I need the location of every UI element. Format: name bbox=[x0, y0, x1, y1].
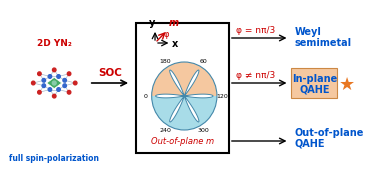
Circle shape bbox=[42, 84, 46, 88]
Text: full spin-polarization: full spin-polarization bbox=[9, 154, 99, 163]
Circle shape bbox=[53, 94, 56, 98]
Circle shape bbox=[63, 84, 67, 88]
Circle shape bbox=[42, 78, 46, 82]
Text: 240: 240 bbox=[159, 128, 171, 133]
Text: 120: 120 bbox=[217, 94, 229, 98]
Text: x: x bbox=[172, 39, 178, 49]
Circle shape bbox=[38, 72, 41, 76]
Text: semimetal: semimetal bbox=[294, 38, 351, 48]
Text: SOC: SOC bbox=[98, 68, 122, 78]
Text: QAHE: QAHE bbox=[299, 85, 330, 95]
Polygon shape bbox=[156, 94, 184, 98]
Text: φ ≠ nπ/3: φ ≠ nπ/3 bbox=[236, 71, 276, 80]
Polygon shape bbox=[184, 96, 199, 122]
Text: 60: 60 bbox=[200, 59, 208, 64]
Text: QAHE: QAHE bbox=[294, 139, 325, 149]
Circle shape bbox=[63, 78, 67, 82]
Text: Out-of-plane: Out-of-plane bbox=[294, 128, 364, 138]
Circle shape bbox=[38, 90, 41, 94]
Bar bbox=[291, 68, 338, 98]
Circle shape bbox=[73, 81, 77, 85]
Circle shape bbox=[53, 81, 56, 85]
Circle shape bbox=[53, 68, 56, 72]
Circle shape bbox=[57, 88, 60, 91]
Text: 2D YN₂: 2D YN₂ bbox=[37, 39, 72, 48]
Circle shape bbox=[57, 75, 60, 78]
Wedge shape bbox=[152, 62, 217, 96]
Bar bbox=[136, 23, 229, 153]
Polygon shape bbox=[47, 77, 62, 89]
Polygon shape bbox=[170, 96, 184, 122]
Text: Weyl: Weyl bbox=[294, 27, 321, 37]
Text: φ = nπ/3: φ = nπ/3 bbox=[236, 26, 276, 35]
Circle shape bbox=[31, 81, 35, 85]
Circle shape bbox=[67, 90, 71, 94]
Text: y: y bbox=[149, 18, 155, 28]
Text: 0: 0 bbox=[144, 94, 148, 98]
Text: φ: φ bbox=[164, 30, 169, 39]
Circle shape bbox=[67, 72, 71, 76]
Text: Out-of-plane m: Out-of-plane m bbox=[151, 137, 214, 146]
Polygon shape bbox=[184, 70, 199, 96]
Wedge shape bbox=[152, 96, 217, 130]
Text: 180: 180 bbox=[159, 59, 171, 64]
Polygon shape bbox=[184, 94, 213, 98]
Text: m: m bbox=[169, 18, 178, 28]
Text: In-plane: In-plane bbox=[292, 74, 337, 83]
Circle shape bbox=[48, 88, 52, 91]
Text: ★: ★ bbox=[339, 76, 355, 94]
Polygon shape bbox=[170, 70, 184, 96]
Circle shape bbox=[48, 75, 52, 78]
Text: 300: 300 bbox=[198, 128, 209, 133]
